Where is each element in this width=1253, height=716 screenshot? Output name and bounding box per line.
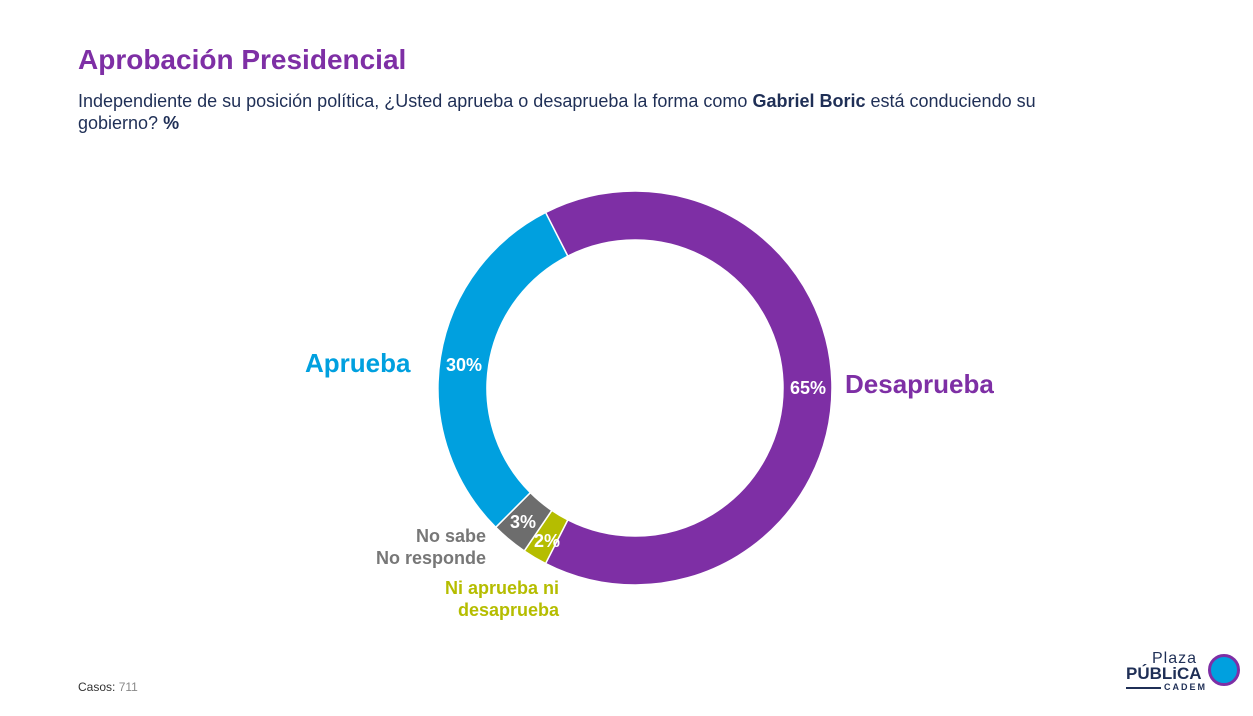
unit-label: % bbox=[163, 113, 180, 133]
label-aprueba: Aprueba bbox=[305, 348, 411, 378]
question-text: Independiente de su posición política, ¿… bbox=[78, 90, 1078, 134]
data-label: 2% bbox=[534, 531, 560, 551]
casos-value: 711 bbox=[118, 680, 138, 694]
data-label: 65% bbox=[790, 378, 826, 398]
plaza-publica-logo: Plaza PÚBLiCA CADEM bbox=[1120, 650, 1245, 695]
logo-speech-bubble-icon bbox=[1208, 654, 1240, 686]
label-no-sabe: No sabe No responde bbox=[375, 526, 486, 568]
sample-size: Casos: 711 bbox=[78, 680, 138, 694]
data-label: 30% bbox=[446, 355, 482, 375]
logo-publica: PÚBLiCA bbox=[1126, 664, 1202, 683]
logo-line bbox=[1126, 687, 1161, 689]
data-label: 3% bbox=[510, 512, 536, 532]
president-name: Gabriel Boric bbox=[752, 91, 866, 111]
label-ni-aprueba: Ni aprueba ni desaprueba bbox=[444, 578, 559, 620]
donut-slice-aprueba bbox=[437, 211, 569, 529]
logo-plaza: Plaza bbox=[1152, 650, 1198, 667]
question-part: Independiente de su posición política, ¿… bbox=[78, 91, 753, 111]
page-title: Aprobación Presidencial bbox=[78, 44, 407, 75]
question-part: está conduciendo su gobierno? bbox=[78, 91, 1036, 133]
donut-slice-desaprueba bbox=[544, 190, 833, 586]
label-desaprueba: Desaprueba bbox=[845, 369, 994, 399]
casos-label: Casos bbox=[78, 680, 113, 694]
logo-cadem: CADEM bbox=[1164, 682, 1207, 692]
